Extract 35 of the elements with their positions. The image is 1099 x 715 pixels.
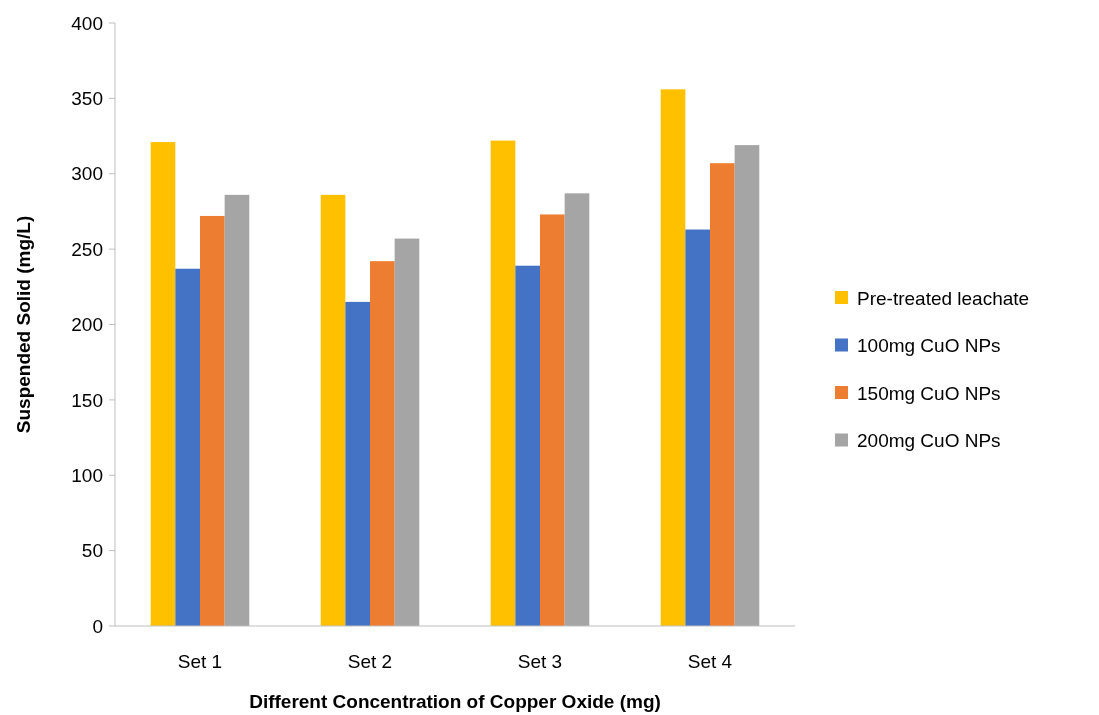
- y-tick-label: 200: [71, 314, 103, 336]
- y-tick-label: 150: [71, 389, 103, 411]
- y-axis-title: Suspended Solid (mg/L): [13, 215, 34, 434]
- bar: [515, 265, 540, 626]
- x-tick-label: Set 1: [177, 651, 223, 672]
- bar: [200, 215, 225, 626]
- y-tick-label: 0: [92, 615, 103, 637]
- legend-label: 150mg CuO NPs: [857, 382, 1001, 404]
- y-tick-label: 300: [71, 163, 103, 185]
- bar: [490, 140, 516, 626]
- bar: [320, 194, 346, 626]
- y-tick-label: 50: [81, 540, 103, 562]
- bar: [540, 214, 565, 626]
- y-tick-label: 400: [71, 12, 103, 34]
- x-tick-label: Set 3: [517, 651, 563, 672]
- bar: [345, 301, 370, 626]
- y-tick-label: 100: [71, 464, 103, 486]
- legend-label: 200mg CuO NPs: [857, 430, 1001, 452]
- bar: [710, 163, 735, 626]
- x-tick-label: Set 4: [687, 651, 733, 672]
- bar: [224, 194, 250, 626]
- bar: [564, 193, 590, 626]
- bar: [394, 238, 420, 626]
- bar: [660, 89, 686, 626]
- bar: [734, 145, 760, 626]
- bar: [175, 268, 200, 626]
- x-axis-title: Different Concentration of Copper Oxide (mg): [249, 691, 661, 712]
- bar: [370, 261, 395, 626]
- legend-label: 100mg CuO NPs: [857, 335, 1001, 357]
- y-tick-label: 250: [71, 238, 103, 260]
- legend-label: Pre-treated leachate: [857, 287, 1030, 309]
- x-tick-label: Set 2: [347, 651, 393, 672]
- y-tick-label: 350: [71, 88, 103, 110]
- bar: [150, 142, 176, 626]
- bar: [685, 229, 710, 626]
